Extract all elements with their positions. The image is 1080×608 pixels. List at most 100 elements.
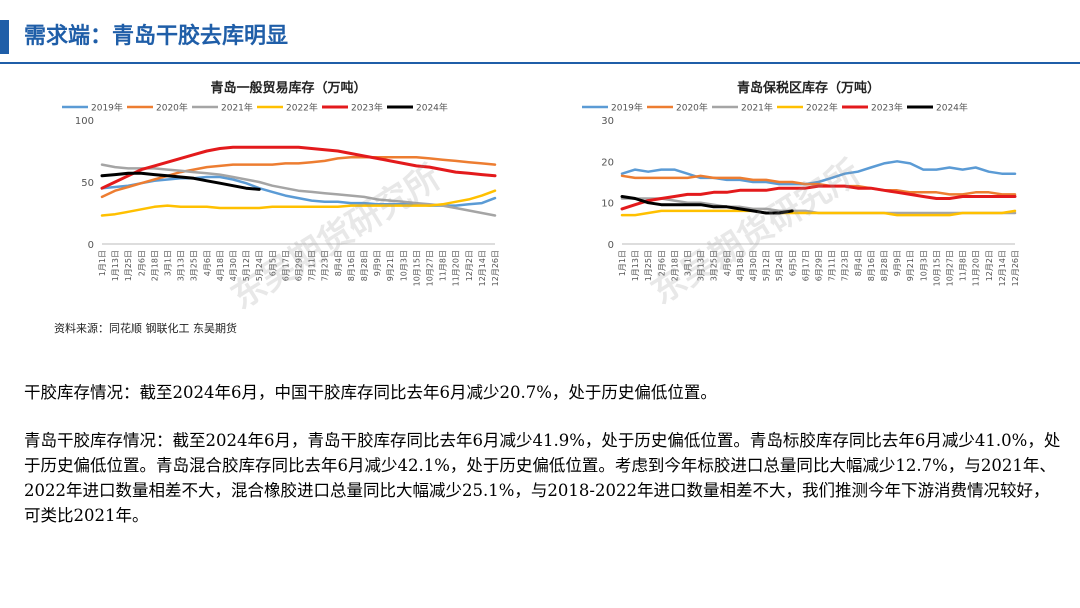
legend-label-2022: 2022年 <box>286 102 318 114</box>
x-tick-label: 12月26日 <box>1011 250 1020 286</box>
legend-label-2020: 2020年 <box>156 102 188 114</box>
x-tick-label: 3月1日 <box>164 250 173 276</box>
y-tick-label: 0 <box>608 240 614 251</box>
x-tick-label: 11月8日 <box>439 250 448 281</box>
x-tick-label: 3月13日 <box>697 250 706 281</box>
legend-label-2020: 2020年 <box>676 102 708 114</box>
x-tick-label: 10月3日 <box>399 250 408 281</box>
x-tick-label: 3月1日 <box>684 250 693 276</box>
header-accent-bar <box>0 20 9 54</box>
x-tick-label: 8月4日 <box>854 250 863 276</box>
x-tick-label: 6月29日 <box>295 250 304 281</box>
x-tick-label: 8月28日 <box>880 250 889 281</box>
x-tick-label: 1月13日 <box>111 250 120 281</box>
x-tick-label: 7月23日 <box>321 250 330 281</box>
x-tick-label: 5月12日 <box>242 250 251 281</box>
x-tick-label: 8月28日 <box>360 250 369 281</box>
x-tick-label: 9月21日 <box>906 250 915 281</box>
x-tick-label: 9月9日 <box>893 250 902 276</box>
x-tick-label: 9月9日 <box>373 250 382 276</box>
series-line-2020 <box>620 174 1017 196</box>
slide-header: 需求端：青岛干胶去库明显 <box>0 0 1080 70</box>
x-tick-label: 6月5日 <box>788 250 797 276</box>
y-tick-label: 100 <box>75 116 94 127</box>
x-tick-label: 4月18日 <box>736 250 745 281</box>
x-tick-label: 10月27日 <box>946 250 955 286</box>
x-tick-label: 5月12日 <box>762 250 771 281</box>
series-line-2023 <box>620 184 1017 211</box>
x-tick-label: 7月11日 <box>308 250 317 281</box>
x-tick-label: 3月25日 <box>710 250 719 281</box>
legend-label-2024: 2024年 <box>936 102 968 114</box>
x-tick-label: 12月26日 <box>491 250 500 286</box>
chart-svg-general-trade: 青岛一般贸易库存（万吨） 2019年 2020年 2021年 2022年 2023年 202… <box>62 80 500 286</box>
legend-label-2019: 2019年 <box>611 102 643 114</box>
legend-label-2021: 2021年 <box>221 102 253 114</box>
series-line-2019 <box>620 160 1017 186</box>
x-tick-label: 4月30日 <box>229 250 238 281</box>
chart-qingdao-bonded: 青岛保税区库存（万吨） 2019年 2020年 2021年 2022年 2023年 2024… <box>560 74 1040 314</box>
x-tick-label: 1月25日 <box>644 250 653 281</box>
x-tick-label: 11月8日 <box>959 250 968 281</box>
x-tick-label: 1月1日 <box>618 250 627 276</box>
legend-label-2023: 2023年 <box>351 102 383 114</box>
x-tick-label: 12月14日 <box>478 250 487 286</box>
x-tick-label: 10月3日 <box>919 250 928 281</box>
series-line-2024 <box>620 195 794 215</box>
x-tick-label: 4月30日 <box>749 250 758 281</box>
chart-svg-bonded: 青岛保税区库存（万吨） 2019年 2020年 2021年 2022年 2023年 2024… <box>582 80 1020 286</box>
series-line-2022 <box>100 189 497 217</box>
x-tick-label: 7月11日 <box>828 250 837 281</box>
x-tick-label: 5月24日 <box>255 250 264 281</box>
x-tick-label: 2月6日 <box>137 250 146 276</box>
x-tick-label: 10月15日 <box>412 250 421 286</box>
x-tick-label: 12月14日 <box>998 250 1007 286</box>
x-tick-label: 3月13日 <box>177 250 186 281</box>
x-tick-label: 11月20日 <box>452 250 461 286</box>
series-line-2023 <box>100 145 497 190</box>
x-tick-label: 11月20日 <box>972 250 981 286</box>
x-tick-label: 10月15日 <box>932 250 941 286</box>
x-tick-label: 3月25日 <box>190 250 199 281</box>
x-tick-label: 6月29日 <box>815 250 824 281</box>
x-tick-label: 8月16日 <box>347 250 356 281</box>
series-line-2024 <box>100 171 261 191</box>
x-tick-label: 12月2日 <box>985 250 994 281</box>
x-tick-label: 2月18日 <box>150 250 159 281</box>
series-line-2021 <box>100 163 497 217</box>
legend-label-2024: 2024年 <box>416 102 448 114</box>
chart-title: 青岛一般贸易库存（万吨） <box>210 80 366 96</box>
data-source-note: 资料来源：同花顺 钢联化工 东吴期货 <box>54 322 237 335</box>
slide-title: 需求端：青岛干胶去库明显 <box>24 24 289 49</box>
legend-label-2019: 2019年 <box>91 102 123 114</box>
legend-label-2022: 2022年 <box>806 102 838 114</box>
x-tick-label: 1月25日 <box>124 250 133 281</box>
x-tick-label: 2月18日 <box>670 250 679 281</box>
x-tick-label: 4月6日 <box>203 250 212 276</box>
x-tick-label: 7月23日 <box>841 250 850 281</box>
x-tick-label: 6月5日 <box>268 250 277 276</box>
legend-label-2021: 2021年 <box>741 102 773 114</box>
legend-label-2023: 2023年 <box>871 102 903 114</box>
x-tick-label: 1月13日 <box>631 250 640 281</box>
x-tick-label: 4月6日 <box>723 250 732 276</box>
y-tick-label: 10 <box>601 199 614 210</box>
y-tick-label: 0 <box>88 240 94 251</box>
paragraph-dry-rubber-inventory: 干胶库存情况：截至2024年6月，中国干胶库存同比去年6月减少20.7%，处于历… <box>24 383 717 402</box>
x-tick-label: 2月6日 <box>657 250 666 276</box>
y-tick-label: 20 <box>601 157 614 168</box>
x-tick-label: 5月24日 <box>775 250 784 281</box>
x-tick-label: 8月4日 <box>334 250 343 276</box>
x-tick-label: 8月16日 <box>867 250 876 281</box>
x-tick-label: 6月17日 <box>801 250 810 281</box>
x-tick-label: 4月18日 <box>216 250 225 281</box>
header-rule <box>0 62 1080 64</box>
x-tick-label: 10月27日 <box>426 250 435 286</box>
x-tick-label: 9月21日 <box>386 250 395 281</box>
x-tick-label: 1月1日 <box>98 250 107 276</box>
x-tick-label: 6月17日 <box>281 250 290 281</box>
x-tick-label: 12月2日 <box>465 250 474 281</box>
y-tick-label: 50 <box>81 178 94 189</box>
series-line-2022 <box>620 209 1017 217</box>
chart-title: 青岛保税区库存（万吨） <box>737 80 880 96</box>
